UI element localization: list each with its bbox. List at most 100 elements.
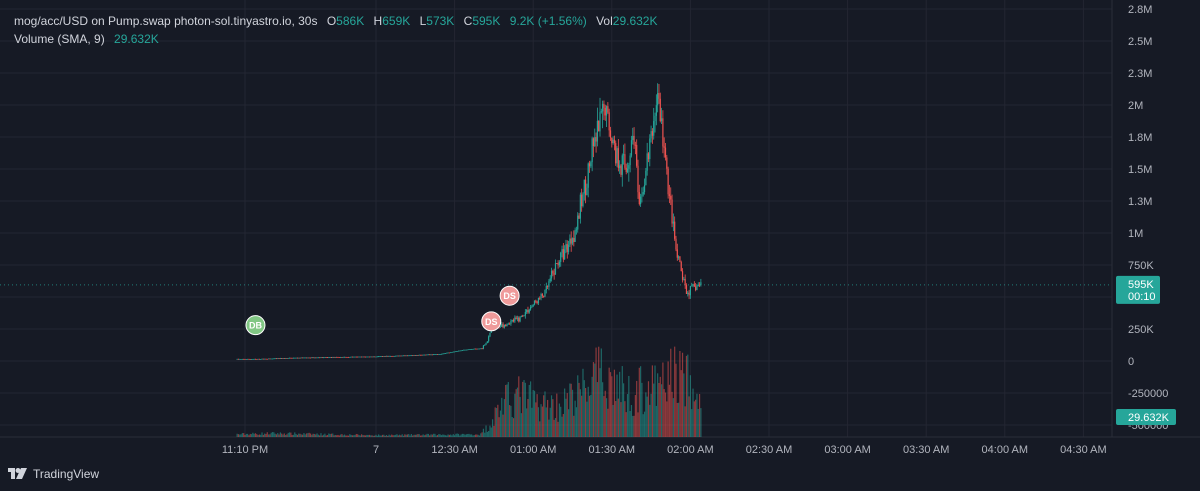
chart-legend: mog/acc/USD on Pump.swap photon-sol.tiny… [14,12,658,48]
volume-bar [595,347,597,437]
volume-bar [292,434,295,437]
volume-bar [379,435,381,437]
marker-label: DS [503,291,516,301]
volume-bar [375,434,377,437]
candle [266,358,268,360]
candle [350,356,352,358]
candle [423,354,426,356]
candle [396,355,398,357]
volume-bar [410,433,412,437]
volume-bar [413,434,415,437]
candle [578,213,580,219]
volume-bar [387,435,389,437]
price-axis[interactable]: 2.8M2.5M2.3M2M1.8M1.5M1.3M1M750K500K250K… [1128,4,1168,432]
candle [374,356,376,358]
volume-bar [681,352,684,437]
tradingview-footer[interactable]: TradingView [8,467,99,481]
volume-bar [298,433,300,437]
candle [512,318,515,323]
candle [451,351,453,353]
candle [397,355,399,357]
candle [647,152,650,163]
candle [643,178,646,195]
volume-bar [617,398,619,437]
volume-bar [558,403,560,437]
volume-bar [586,401,588,437]
candle [616,146,618,168]
volume-bar [334,435,336,437]
high-value: 659K [382,14,411,28]
volume-bar [590,394,592,437]
volume-bar [236,433,238,437]
volume-bar [642,414,644,437]
volume-bar [687,354,689,437]
candle [583,179,585,201]
candle [254,358,257,360]
candle [672,213,674,232]
candle [278,358,280,360]
candle [281,358,283,359]
sell-marker: DS [481,311,502,332]
candle [273,358,275,360]
candle [275,358,278,360]
volume-bar [328,433,330,437]
candle [435,353,437,355]
volume-bar [294,432,296,437]
symbol-title[interactable]: mog/acc/USD on Pump.swap photon-sol.tiny… [14,14,318,28]
candle [355,356,357,358]
tradingview-logo-icon [8,468,28,480]
candle [558,260,560,268]
candle [545,282,547,294]
volume-bar [565,398,567,437]
volume-bar [350,434,352,437]
candle [561,245,563,258]
volume-bar [659,376,661,437]
volume-bar [689,375,691,437]
volume-bar [488,430,490,437]
volume-bar [248,435,250,437]
candle [315,357,317,359]
volume-bar [663,389,665,437]
volume-bar [587,386,589,437]
candle [476,348,478,350]
candle [662,110,664,154]
candle [431,354,433,356]
candle [345,356,347,358]
vol-value: 29.632K [612,14,658,28]
candle [326,357,329,359]
candle [529,304,532,311]
volume-bar [443,434,445,437]
volume-bar [491,419,494,437]
candle [696,284,698,291]
candle [250,359,253,360]
volume-bar [260,434,262,437]
volume-bar [481,432,483,437]
volume-bar [430,434,432,437]
candle [675,235,677,252]
candle [349,356,351,358]
volume-bar [672,398,674,437]
candle [502,322,504,329]
volume-bar [371,435,373,437]
candle [353,356,355,358]
volume-bar [402,435,405,437]
volume-bar [281,433,283,437]
time-axis[interactable]: 11:10 PM 7 12:30 AM 01:00 AM 01:30 AM 02:00 A… [222,444,1107,456]
volume-bar [338,435,340,437]
volume-bar [602,382,604,437]
sell-marker: DS [499,285,520,306]
volume-bar [547,399,549,437]
volume-bar [541,406,543,437]
volume-bar [319,435,321,437]
candle [516,315,519,322]
candle [554,259,557,275]
volume-bar [240,434,242,437]
volume-indicator-label[interactable]: Volume (SMA, 9) [14,32,105,46]
volume-bar [309,433,312,437]
volume-bar [619,371,621,437]
volume-bar [536,394,538,437]
volume-bar [575,407,578,437]
candle [388,355,390,357]
volume-bar [436,435,439,437]
